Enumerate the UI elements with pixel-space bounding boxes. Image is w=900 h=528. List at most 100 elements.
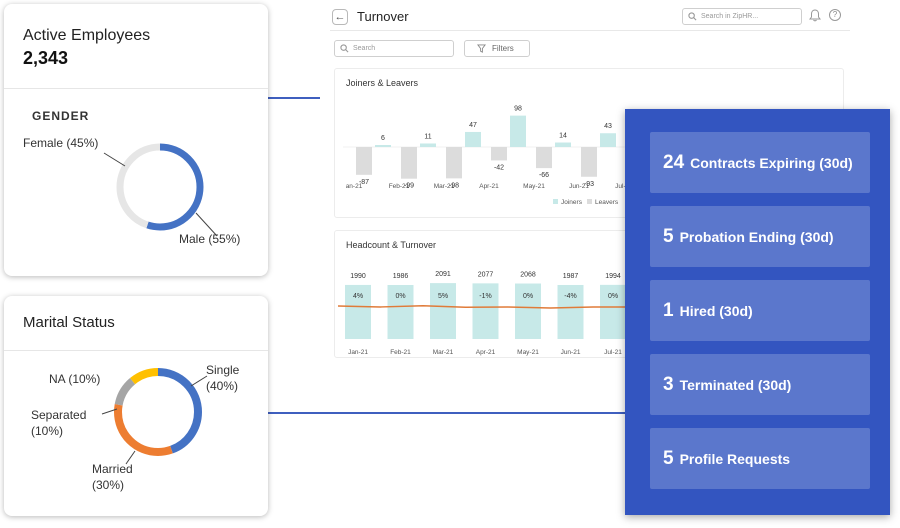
- leavers-bar: [491, 147, 507, 161]
- married-label-name: Married: [92, 462, 133, 476]
- stat-number: 5: [663, 447, 674, 469]
- filter-icon: [477, 44, 486, 53]
- leavers-bar: [446, 147, 462, 179]
- hr-stats-card: 24 Contracts Expiring (30d) 5 Probation …: [625, 109, 890, 515]
- separated-label-name: Separated: [31, 408, 87, 422]
- filters-label: Filters: [492, 44, 514, 53]
- stat-label: Hired (30d): [679, 302, 753, 319]
- list-search-input[interactable]: Search: [334, 40, 454, 57]
- headcount-bar: [430, 283, 456, 339]
- x-tick-label: Feb-21: [390, 349, 411, 356]
- marital-status-title: Marital Status: [23, 314, 115, 331]
- turnover-data-label: 5%: [438, 293, 448, 300]
- joiners-data-label: 98: [514, 106, 522, 113]
- separated-leader-line: [101, 408, 118, 415]
- female-label: Female (45%): [23, 136, 99, 150]
- joiners-bar: [510, 115, 526, 147]
- male-label: Male (55%): [179, 232, 241, 246]
- stat-label: Contracts Expiring (30d): [690, 154, 853, 171]
- leavers-bar: [536, 147, 552, 169]
- joiners-data-label: 11: [424, 133, 431, 140]
- stat-profile-requests[interactable]: 5 Profile Requests: [650, 428, 870, 489]
- single-leader-line: [190, 375, 208, 387]
- separated-label: Separated (10%): [31, 407, 86, 439]
- arrow-left-icon[interactable]: ←: [332, 9, 348, 25]
- page-title: Turnover: [357, 9, 409, 24]
- leavers-data-label: -66: [539, 172, 549, 179]
- separated-label-value: (10%): [31, 424, 64, 438]
- headcount-data-label: 2068: [520, 272, 536, 279]
- headcount-turnover-chart: 1990 4% Jan-21 1986 0% Feb-21 2091 5% Mar-21 2077…: [337, 271, 645, 356]
- connector-line: [268, 412, 628, 414]
- married-label: Married (30%): [92, 461, 133, 493]
- search-icon: [340, 44, 349, 53]
- headcount-turnover-title: Headcount & Turnover: [346, 240, 437, 250]
- joiners-leavers-title: Joiners & Leavers: [346, 78, 419, 88]
- leavers-data-label: -93: [584, 181, 594, 188]
- turnover-data-label: 0%: [608, 293, 618, 300]
- turnover-data-label: 4%: [353, 293, 363, 300]
- help-icon[interactable]: ?: [829, 9, 841, 21]
- stat-terminated[interactable]: 3 Terminated (30d): [650, 354, 870, 415]
- top-divider: [330, 30, 850, 31]
- legend-joiners-label: Joiners: [561, 199, 583, 206]
- stat-number: 3: [663, 373, 674, 395]
- married-label-value: (30%): [92, 478, 125, 492]
- x-tick-label: May-21: [517, 349, 539, 356]
- gender-donut-chart: [103, 143, 218, 237]
- active-employees-panel: Active Employees 2,343 GENDER Female (45…: [4, 4, 268, 276]
- joiners-bar: [600, 133, 616, 147]
- stat-contracts-expiring[interactable]: 24 Contracts Expiring (30d): [650, 132, 870, 193]
- x-tick-label: Jul-21: [615, 183, 633, 190]
- joiners-data-label: 14: [559, 133, 567, 140]
- legend-joiners-swatch: [553, 199, 558, 204]
- turnover-data-label: 0%: [523, 293, 533, 300]
- stat-number: 24: [663, 151, 685, 173]
- leavers-data-label: -87: [359, 179, 369, 186]
- stat-label: Profile Requests: [679, 450, 791, 467]
- joiners-bar: [375, 145, 391, 147]
- x-tick-label: Feb-21: [389, 183, 410, 190]
- headcount-data-label: 1990: [350, 273, 366, 280]
- single-label-name: Single: [206, 363, 240, 377]
- active-employees-label: Active Employees: [23, 27, 151, 44]
- stat-label: Probation Ending (30d): [679, 228, 834, 245]
- joiners-bar: [465, 131, 481, 147]
- na-label-name: NA (10%): [49, 372, 101, 386]
- married-leader-line: [125, 450, 136, 465]
- turnover-line: [337, 305, 645, 309]
- legend-leavers-label: Leavers: [595, 199, 619, 206]
- panel-divider: [4, 88, 268, 89]
- turnover-data-label: -1%: [479, 293, 491, 300]
- top-bar: ← Turnover Search in ZipHR... ?: [330, 6, 850, 28]
- gender-title: GENDER: [32, 109, 90, 123]
- joiners-data-label: 43: [604, 123, 612, 130]
- x-tick-label: Mar-21: [434, 183, 455, 190]
- joiners-data-label: 6: [381, 135, 385, 142]
- stat-probation-ending[interactable]: 5 Probation Ending (30d): [650, 206, 870, 267]
- connector-line: [268, 97, 320, 99]
- stat-number: 1: [663, 299, 674, 321]
- leavers-data-label: -99: [404, 183, 414, 190]
- list-search-placeholder: Search: [353, 45, 376, 52]
- global-search-input[interactable]: Search in ZipHR...: [682, 8, 802, 25]
- filters-button[interactable]: Filters: [464, 40, 530, 57]
- headcount-bar: [345, 284, 371, 339]
- x-tick-label: May-21: [523, 183, 545, 190]
- male-leader-line: [195, 212, 218, 237]
- stat-hired[interactable]: 1 Hired (30d): [650, 280, 870, 341]
- x-tick-label: an-21: [346, 183, 363, 190]
- single-label-value: (40%): [206, 379, 239, 393]
- leavers-bar: [401, 147, 417, 179]
- leavers-bar: [581, 147, 597, 177]
- x-tick-label: Mar-21: [433, 349, 454, 356]
- marital-status-panel: Marital Status Single (40%) Married (30%…: [4, 296, 268, 516]
- global-search-placeholder: Search in ZipHR...: [701, 13, 759, 20]
- stat-number: 5: [663, 225, 674, 247]
- panel-divider: [4, 350, 268, 351]
- joiners-bar: [420, 143, 436, 147]
- bell-icon[interactable]: [809, 9, 821, 22]
- search-icon: [688, 12, 697, 21]
- joiners-bar: [555, 142, 571, 147]
